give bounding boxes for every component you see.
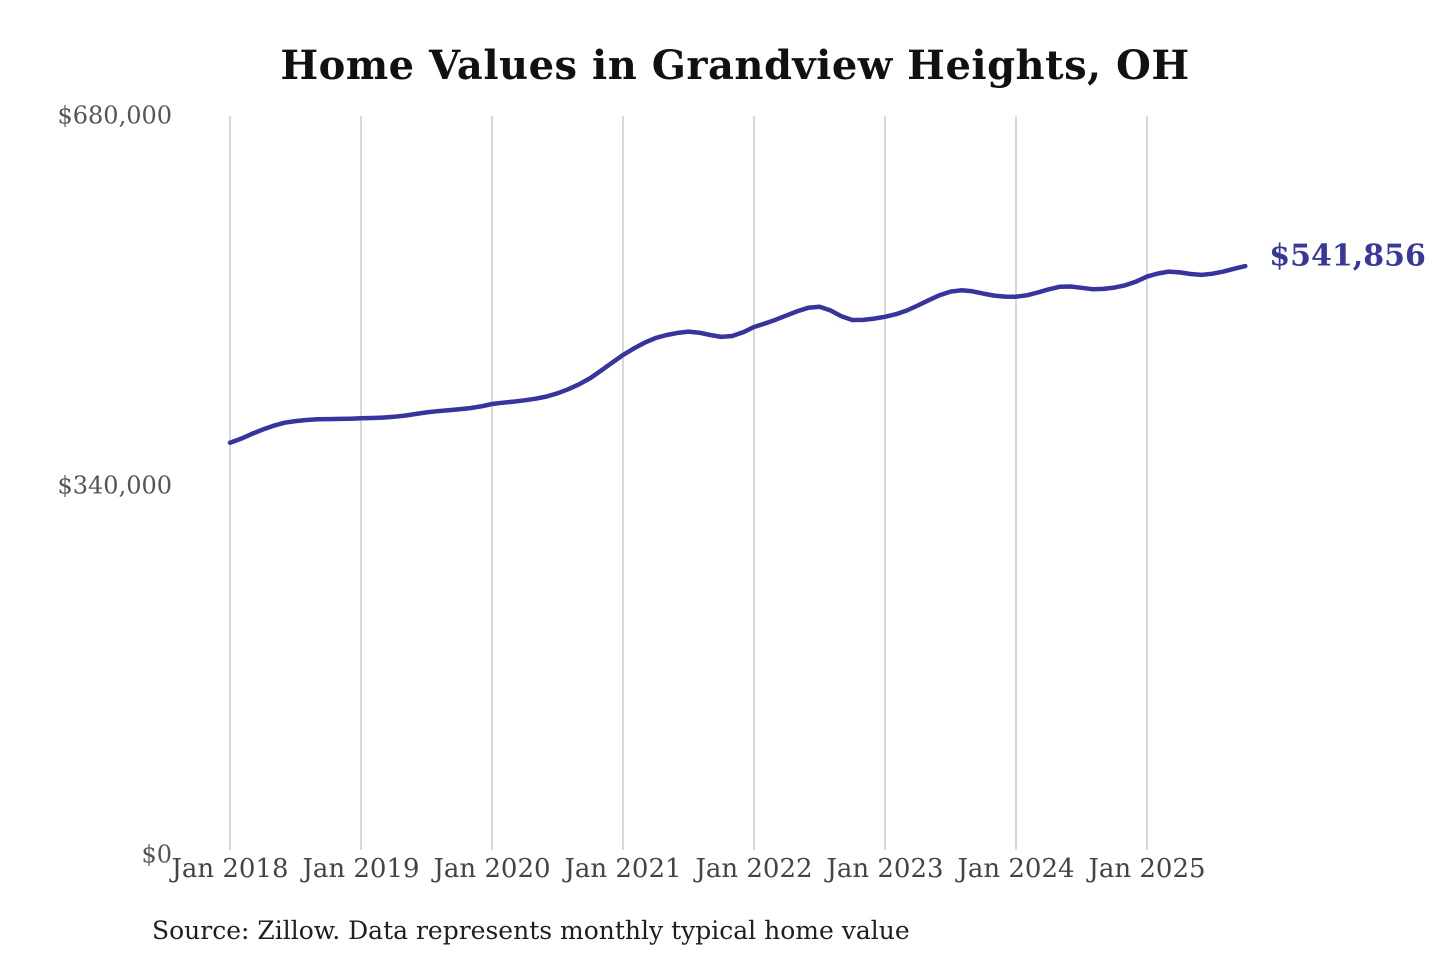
x-axis-tick-label: Jan 2025 [1088, 854, 1206, 884]
x-axis-tick-label: Jan 2018 [171, 854, 289, 884]
y-axis-tick-label: $680,000 [57, 101, 172, 130]
x-axis-tick-label: Jan 2024 [957, 854, 1075, 884]
current-value-label: $541,856 [1269, 238, 1426, 274]
y-axis-tick-label: $340,000 [57, 470, 172, 499]
source-note: Source: Zillow. Data represents monthly … [152, 916, 910, 945]
x-axis-tick-label: Jan 2019 [302, 854, 420, 884]
x-axis-tick-label: Jan 2022 [695, 854, 813, 884]
home-value-line [227, 263, 1248, 445]
x-axis-tick-label: Jan 2020 [433, 854, 551, 884]
x-axis-tick-label: Jan 2021 [564, 854, 682, 884]
chart-title: Home Values in Grandview Heights, OH [280, 42, 1190, 89]
y-axis-tick-label: $0 [141, 840, 172, 869]
x-axis-tick-label: Jan 2023 [826, 854, 944, 884]
year-gridlines [229, 116, 1148, 850]
